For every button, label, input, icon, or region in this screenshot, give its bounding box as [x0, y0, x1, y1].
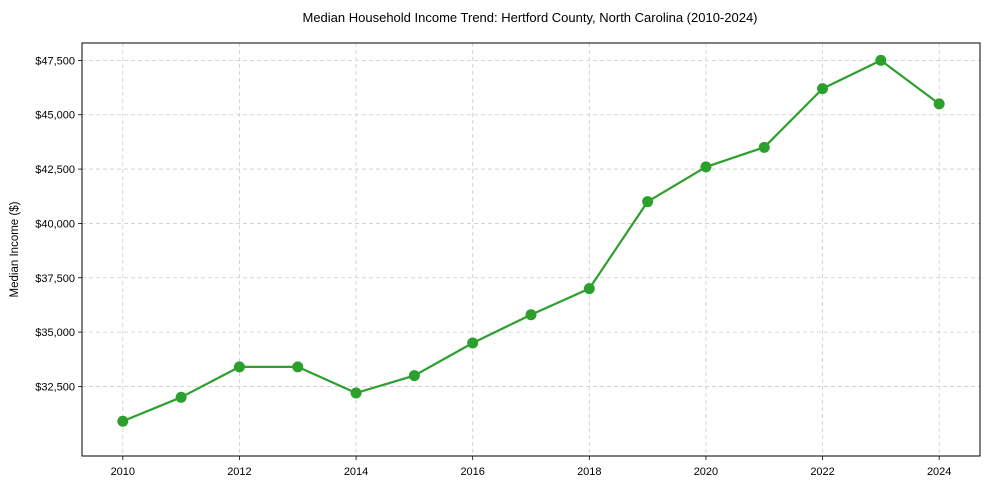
x-tick-label: 2022: [810, 466, 834, 478]
data-point-marker: [525, 309, 537, 321]
x-axis: 2010 2012 2014 2016 2018 2020 2022 2024: [111, 456, 951, 478]
y-tick-label: $45,000: [35, 110, 75, 122]
data-series: [117, 54, 945, 427]
x-tick-label: 2018: [577, 466, 601, 478]
x-tick-label: 2014: [344, 466, 368, 478]
y-axis: $32,500 $35,000 $37,500 $40,000 $42,500 $45,0…: [35, 55, 82, 393]
data-point-marker: [233, 361, 245, 373]
data-point-marker: [408, 370, 420, 382]
data-point-marker: [817, 83, 829, 95]
grid-lines: [82, 43, 980, 456]
chart-title: Median Household Income Trend: Hertford …: [303, 10, 758, 25]
data-point-marker: [292, 361, 304, 373]
y-tick-label: $35,000: [35, 327, 75, 339]
data-point-marker: [875, 54, 887, 66]
data-point-marker: [642, 196, 654, 208]
data-point-marker: [350, 387, 362, 399]
y-tick-label: $42,500: [35, 164, 75, 176]
data-point-marker: [175, 391, 187, 403]
y-tick-label: $47,500: [35, 55, 75, 67]
data-point-marker: [467, 337, 479, 349]
data-point-marker: [117, 415, 129, 427]
data-point-marker: [933, 98, 945, 110]
y-tick-label: $37,500: [35, 273, 75, 285]
y-tick-label: $32,500: [35, 381, 75, 393]
y-tick-label: $40,000: [35, 218, 75, 230]
x-tick-label: 2024: [927, 466, 951, 478]
x-tick-label: 2020: [694, 466, 718, 478]
y-axis-label: Median Income ($): [9, 201, 21, 297]
x-tick-label: 2016: [460, 466, 484, 478]
data-point-marker: [583, 283, 595, 295]
x-tick-label: 2010: [111, 466, 135, 478]
plot-area-frame: [81, 42, 981, 457]
x-tick-label: 2012: [227, 466, 251, 478]
data-point-marker: [700, 161, 712, 173]
data-point-marker: [758, 141, 770, 153]
